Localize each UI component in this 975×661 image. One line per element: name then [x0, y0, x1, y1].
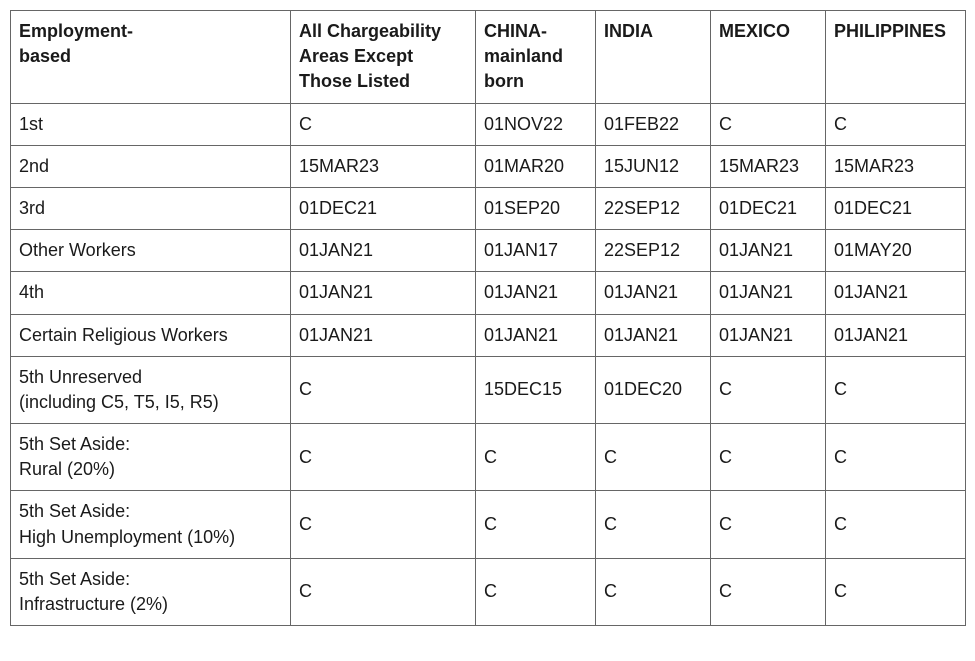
- cell-category: 5th Set Aside:High Unemployment (10%): [11, 491, 291, 558]
- header-philippines: PHILIPPINES: [826, 11, 966, 104]
- cell-philippines: 01JAN21: [826, 272, 966, 314]
- visa-bulletin-table: Employment-based All Chargeability Areas…: [10, 10, 966, 626]
- cell-mexico: 01JAN21: [711, 272, 826, 314]
- cell-category: 4th: [11, 272, 291, 314]
- header-mexico: MEXICO: [711, 11, 826, 104]
- cell-philippines: 15MAR23: [826, 145, 966, 187]
- table-row: Other Workers 01JAN21 01JAN17 22SEP12 01…: [11, 230, 966, 272]
- cell-category: 5th Unreserved(including C5, T5, I5, R5): [11, 356, 291, 423]
- cell-philippines: C: [826, 558, 966, 625]
- header-china: CHINA-mainland born: [476, 11, 596, 104]
- cell-all: C: [291, 491, 476, 558]
- cell-all: 01JAN21: [291, 314, 476, 356]
- table-header-row: Employment-based All Chargeability Areas…: [11, 11, 966, 104]
- cell-india: 01DEC20: [596, 356, 711, 423]
- cell-philippines: 01DEC21: [826, 187, 966, 229]
- cell-india: C: [596, 424, 711, 491]
- cell-all: C: [291, 356, 476, 423]
- table-row: 2nd 15MAR23 01MAR20 15JUN12 15MAR23 15MA…: [11, 145, 966, 187]
- cell-china: 01MAR20: [476, 145, 596, 187]
- cell-category: 2nd: [11, 145, 291, 187]
- cell-philippines: C: [826, 103, 966, 145]
- cell-category: 1st: [11, 103, 291, 145]
- cell-all: 01JAN21: [291, 272, 476, 314]
- table-row: 1st C 01NOV22 01FEB22 C C: [11, 103, 966, 145]
- cell-mexico: C: [711, 424, 826, 491]
- header-india: INDIA: [596, 11, 711, 104]
- cell-india: C: [596, 558, 711, 625]
- cell-all: 15MAR23: [291, 145, 476, 187]
- cell-mexico: 01JAN21: [711, 314, 826, 356]
- cell-china: 01SEP20: [476, 187, 596, 229]
- cell-category: 5th Set Aside:Rural (20%): [11, 424, 291, 491]
- cell-china: C: [476, 491, 596, 558]
- table-row: 5th Set Aside:Infrastructure (2%) C C C …: [11, 558, 966, 625]
- cell-all: C: [291, 103, 476, 145]
- header-all-chargeability: All Chargeability Areas Except Those Lis…: [291, 11, 476, 104]
- table-body: 1st C 01NOV22 01FEB22 C C 2nd 15MAR23 01…: [11, 103, 966, 626]
- table-row: 5th Set Aside:High Unemployment (10%) C …: [11, 491, 966, 558]
- cell-india: 22SEP12: [596, 187, 711, 229]
- cell-mexico: C: [711, 558, 826, 625]
- cell-india: 01FEB22: [596, 103, 711, 145]
- cell-india: 01JAN21: [596, 272, 711, 314]
- cell-all: C: [291, 424, 476, 491]
- cell-mexico: 01JAN21: [711, 230, 826, 272]
- table-row: 3rd 01DEC21 01SEP20 22SEP12 01DEC21 01DE…: [11, 187, 966, 229]
- cell-mexico: C: [711, 103, 826, 145]
- cell-china: 15DEC15: [476, 356, 596, 423]
- cell-india: 01JAN21: [596, 314, 711, 356]
- cell-philippines: C: [826, 491, 966, 558]
- cell-philippines: C: [826, 356, 966, 423]
- cell-all: C: [291, 558, 476, 625]
- cell-category: Other Workers: [11, 230, 291, 272]
- cell-china: 01JAN21: [476, 314, 596, 356]
- cell-india: 22SEP12: [596, 230, 711, 272]
- cell-all: 01JAN21: [291, 230, 476, 272]
- cell-all: 01DEC21: [291, 187, 476, 229]
- cell-philippines: 01MAY20: [826, 230, 966, 272]
- cell-category: 5th Set Aside:Infrastructure (2%): [11, 558, 291, 625]
- table-row: 4th 01JAN21 01JAN21 01JAN21 01JAN21 01JA…: [11, 272, 966, 314]
- cell-philippines: C: [826, 424, 966, 491]
- cell-category: 3rd: [11, 187, 291, 229]
- cell-china: 01JAN21: [476, 272, 596, 314]
- cell-india: 15JUN12: [596, 145, 711, 187]
- cell-china: C: [476, 558, 596, 625]
- cell-china: 01NOV22: [476, 103, 596, 145]
- cell-mexico: 01DEC21: [711, 187, 826, 229]
- table-row: Certain Religious Workers 01JAN21 01JAN2…: [11, 314, 966, 356]
- header-category: Employment-based: [11, 11, 291, 104]
- cell-philippines: 01JAN21: [826, 314, 966, 356]
- cell-mexico: C: [711, 491, 826, 558]
- table-row: 5th Unreserved(including C5, T5, I5, R5)…: [11, 356, 966, 423]
- cell-category: Certain Religious Workers: [11, 314, 291, 356]
- cell-mexico: 15MAR23: [711, 145, 826, 187]
- table-row: 5th Set Aside:Rural (20%) C C C C C: [11, 424, 966, 491]
- cell-mexico: C: [711, 356, 826, 423]
- cell-india: C: [596, 491, 711, 558]
- cell-china: 01JAN17: [476, 230, 596, 272]
- cell-china: C: [476, 424, 596, 491]
